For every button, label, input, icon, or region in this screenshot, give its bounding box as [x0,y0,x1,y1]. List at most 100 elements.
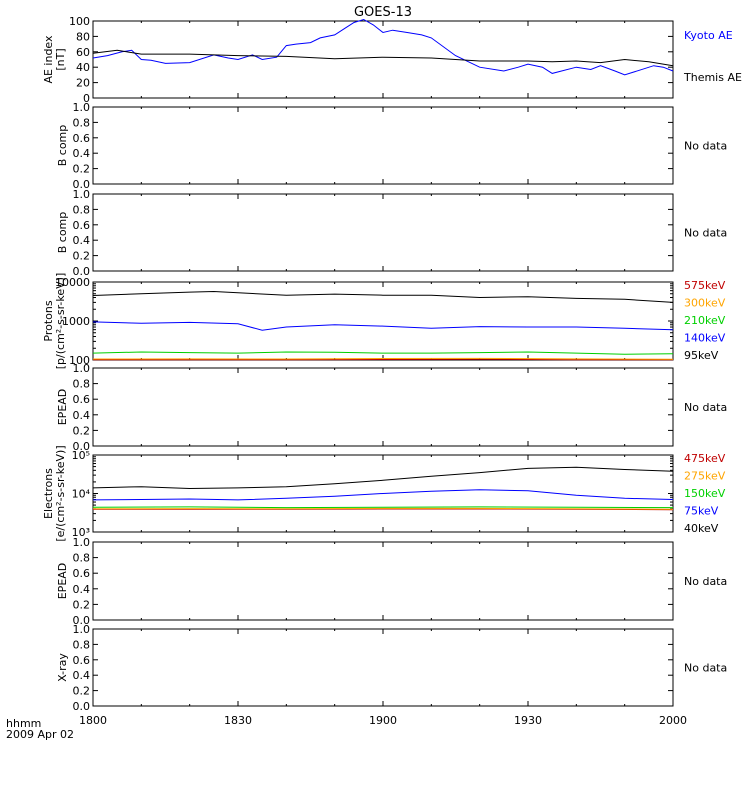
y-tick-label: 0.2 [73,685,91,698]
panel-frame [92,628,674,707]
series-210kev [92,351,674,355]
y-tick-label: 0.4 [73,669,91,682]
y-tick-label: 1.0 [73,362,91,375]
series-275kev [92,507,674,510]
series-themis-ae [92,49,674,67]
x-tick-label: 1930 [514,714,542,727]
y-axis-label: B comp [56,125,69,167]
y-tick-label: 0.8 [73,552,91,565]
y-tick-label: 1.0 [73,536,91,549]
series-300kev [92,357,674,360]
y-axis-label: [p/(cm²-s-sr-keV)] [54,273,67,370]
x-tick-label: 1800 [79,714,107,727]
series-95kev [92,290,674,303]
no-data-label: No data [684,227,727,240]
y-tick-label: 80 [76,30,90,43]
panel-6: 10³ 10⁴ 10⁵ Electrons [e/(cm²-s-sr-keV)] 475k… [42,445,726,541]
legend-label: Kyoto AE [684,29,733,42]
legend-label: 475keV [684,452,726,465]
y-tick-label: 1000 [62,315,90,328]
legend-label: 75keV [684,505,719,518]
y-tick-label: 0.4 [73,147,91,160]
y-tick-label: 100 [69,15,90,28]
y-axis-label: EPEAD [56,389,69,426]
no-data-label: No data [684,140,727,153]
panel-frame [92,193,674,272]
y-tick-label: 0.4 [73,583,91,596]
y-tick-label: 60 [76,46,90,59]
y-tick-label: 100 [69,354,90,367]
panel-frame [92,367,674,447]
y-tick-label: 0.2 [73,163,91,176]
y-tick-label: 0.8 [73,203,91,216]
y-tick-label: 0.6 [73,219,91,232]
y-axis-label: B comp [56,212,69,254]
legend-label: 575keV [684,279,726,292]
panel-8: 0.0 0.2 0.4 0.6 0.8 1.0 X-ray No data [56,623,727,713]
y-axis-label: Electrons [42,468,55,519]
y-axis-label: EPEAD [56,563,69,600]
legend-label: 275keV [684,470,726,483]
panels: 0 20 40 60 80 100 AE index [nT] Kyoto AE Themis A… [42,15,742,727]
series-575kev [92,358,674,361]
panel-frame [92,281,674,361]
panel-5: 0.0 0.2 0.4 0.6 0.8 1.0 EPEAD No data [56,362,727,453]
y-axis-label: Protons [42,300,55,341]
series-40kev [92,466,674,490]
x-tick-label: 1900 [369,714,397,727]
y-tick-label: 0.6 [73,393,91,406]
y-tick-label: 10⁴ [72,488,91,501]
panel-7: 0.0 0.2 0.4 0.6 0.8 1.0 EPEAD No data [56,536,727,627]
y-tick-label: 0.0 [73,700,91,713]
series-kyoto-ae [92,18,674,76]
series-140kev [92,321,674,331]
y-tick-label: 10³ [72,526,90,539]
panel-2: 0.0 0.2 0.4 0.6 0.8 1.0 B comp No data [56,101,727,191]
legend-label: 95keV [684,349,719,362]
y-tick-label: 0.4 [73,409,91,422]
y-tick-label: 40 [76,61,90,74]
series-75kev [92,489,674,501]
y-axis-label: [nT] [54,48,67,70]
chart-title: GOES-13 [354,5,412,20]
y-tick-label: 0.6 [73,132,91,145]
no-data-label: No data [684,662,727,675]
y-tick-label: 0.2 [73,424,91,437]
x-tick-label: 2000 [659,714,687,727]
legend-label: 300keV [684,297,726,310]
y-axis-label: AE index [42,35,55,84]
panel-1: 0 20 40 60 80 100 AE index [nT] Kyoto AE Themis A… [42,15,742,105]
legend-label: 210keV [684,314,726,327]
y-tick-label: 0.0 [73,178,91,191]
panel-frame [92,541,674,621]
legend-label: 140keV [684,332,726,345]
y-tick-label: 0.6 [73,654,91,667]
y-tick-label: 0.8 [73,378,91,391]
y-tick-label: 0.8 [73,638,91,651]
y-tick-label: 1.0 [73,623,91,636]
y-tick-label: 1.0 [73,101,91,114]
footer-date: 2009 Apr 02 [6,728,74,741]
legend-label: 150keV [684,487,726,500]
y-tick-label: 0.2 [73,250,91,263]
y-tick-label: 1.0 [73,188,91,201]
y-axis-label: [e/(cm²-s-sr-keV)] [54,445,67,541]
series-150kev [92,506,674,509]
y-tick-label: 0.0 [73,614,91,627]
y-tick-label: 10⁵ [72,449,90,462]
y-tick-label: 0.8 [73,116,91,129]
legend-label: 40keV [684,522,719,535]
y-tick-label: 0.2 [73,598,91,611]
y-tick-label: 0 [83,92,90,105]
y-tick-label: 20 [76,77,90,90]
y-tick-label: 0.0 [73,440,91,453]
no-data-label: No data [684,575,727,588]
y-tick-label: 0.6 [73,567,91,580]
no-data-label: No data [684,401,727,414]
panel-3: 0.0 0.2 0.4 0.6 0.8 1.0 B comp No data [56,188,727,278]
y-axis-label: X-ray [56,653,69,682]
y-tick-label: 0.0 [73,265,91,278]
